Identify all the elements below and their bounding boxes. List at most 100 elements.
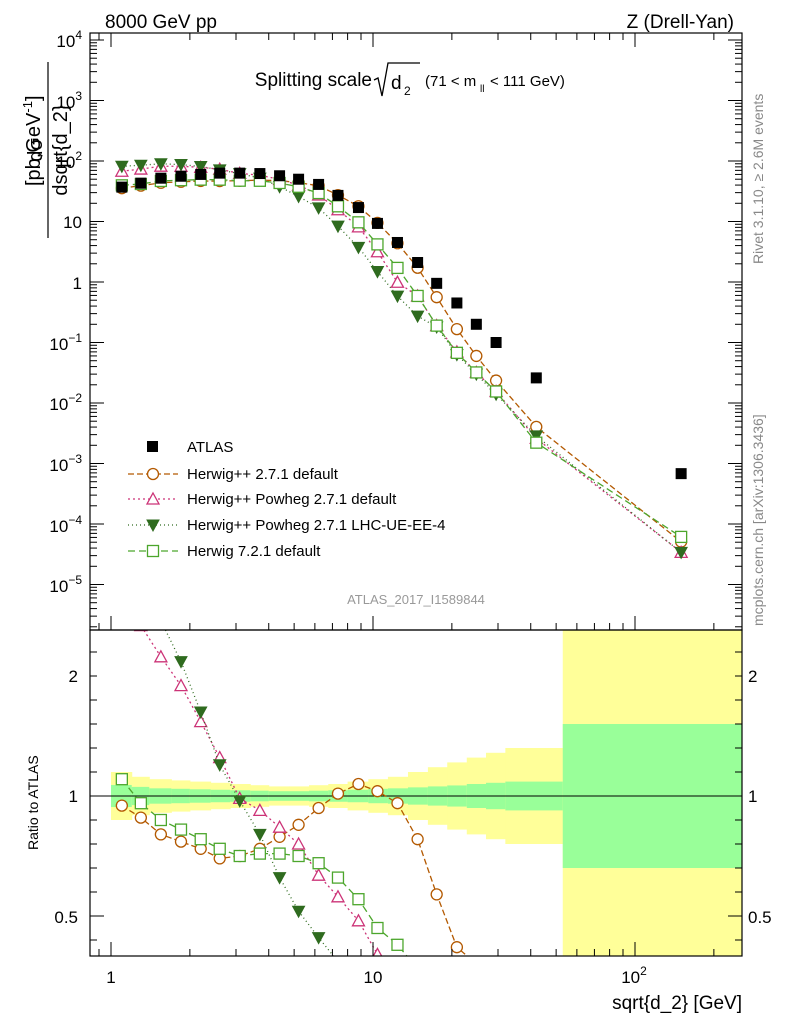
main-line-series-1: [121, 179, 682, 543]
ratio-point-s3-8: [272, 872, 287, 885]
ratio-point-s1-21: [676, 1013, 687, 1024]
legend-marker-herwig7: [146, 544, 160, 558]
main-point-atlas-8: [274, 170, 286, 182]
ratio-point-s2-4: [193, 714, 208, 728]
analysis-watermark: ATLAS_2017_I1589844: [347, 592, 485, 607]
ratio-line-series-2: [142, 630, 380, 956]
ratio-panel-series: [115, 501, 687, 1024]
main-point-s3-3: [174, 159, 188, 172]
main-point-atlas-9: [293, 173, 305, 185]
ratio-point-s4-18: [471, 992, 482, 1003]
main-point-s4-18: [470, 366, 483, 379]
main-point-atlas-18: [470, 318, 482, 330]
legend-label-powheg-ue: Herwig++ Powheg 2.7.1 LHC-UE-EE-4: [187, 517, 445, 534]
main-point-s4-16: [430, 319, 443, 332]
x-tick-100: 102: [621, 964, 647, 987]
main-point-s3-4: [193, 161, 208, 174]
main-point-atlas-10: [313, 178, 325, 190]
main-point-s4-13: [371, 238, 384, 251]
legend-marker-herwigpp-default: [146, 467, 160, 481]
ratio-point-s3-3: [174, 656, 188, 669]
ratio-point-s3-19: [490, 997, 502, 1008]
ratio-right-tick-2: 2: [748, 667, 757, 686]
ratio-point-s4-10: [312, 857, 325, 870]
ratio-point-s2-20: [530, 1006, 542, 1017]
main-point-atlas-14: [391, 236, 403, 248]
main-point-s4-15: [411, 289, 424, 303]
ratio-point-s2-16: [431, 982, 443, 993]
ratio-point-s1-11: [331, 787, 345, 800]
y-tick-1e-5: 10−5: [49, 573, 82, 596]
y-tick-1e-4: 10−4: [49, 513, 82, 536]
y-tick-1e1: 10: [63, 213, 82, 232]
main-point-s4-17: [450, 346, 464, 359]
ratio-point-s2-21: [675, 1018, 687, 1024]
ratio-point-s1-18: [471, 959, 482, 970]
ratio-point-s3-13: [371, 993, 383, 1004]
ratio-line-series-3: [164, 630, 335, 956]
legend-label-atlas: ATLAS: [187, 439, 233, 456]
ratio-point-s1-20: [531, 993, 542, 1004]
title-cut-post: < 111 GeV): [490, 73, 565, 90]
ratio-right-tick-0.5: 0.5: [748, 908, 772, 927]
legend-label-powheg-default: Herwig++ Powheg 2.7.1 default: [187, 491, 397, 508]
ratio-point-s1-10: [312, 801, 325, 815]
legend-item-powheg-ue: Herwig++ Powheg 2.7.1 LHC-UE-EE-4: [128, 517, 445, 534]
main-point-atlas-15: [412, 257, 424, 269]
main-point-s1-18: [470, 349, 483, 363]
ratio-point-s2-13: [372, 947, 383, 956]
y-tick-1e0: 1: [73, 274, 82, 293]
main-point-atlas-21: [675, 468, 687, 480]
ratio-point-s1-3: [174, 835, 188, 848]
ratio-point-s4-9: [292, 849, 305, 863]
ratio-point-s2-19: [490, 993, 502, 1004]
ratio-point-s1-2: [154, 828, 168, 841]
main-panel-frame: [89, 32, 743, 631]
main-point-s3-9: [291, 190, 306, 204]
ratio-point-s3-18: [470, 995, 482, 1006]
main-point-atlas-2: [155, 172, 167, 184]
ratio-point-s4-13: [371, 921, 384, 935]
main-point-s4-14: [391, 261, 404, 275]
ratio-point-s1-12: [352, 777, 365, 791]
ratio-right-tick-1: 1: [748, 787, 757, 806]
main-point-s3-14: [390, 290, 405, 304]
main-point-s1-16: [430, 291, 443, 304]
y-tick-1e-3: 10−3: [49, 452, 82, 475]
ratio-point-s4-12: [352, 893, 365, 906]
ratio-point-s1-19: [491, 974, 502, 985]
main-point-atlas-6: [234, 167, 246, 179]
y-axis-title: dσ dsqrt{d_2}: [25, 62, 72, 238]
ratio-point-s3-11: [332, 957, 344, 968]
ratio-point-s3-20: [530, 1005, 542, 1016]
y-axis-units: [pb,GeV-1]: [20, 95, 45, 186]
main-point-s1-17: [450, 322, 464, 336]
ratio-point-s3-9: [291, 905, 306, 919]
ratio-point-s1-8: [273, 830, 286, 843]
main-point-atlas-0: [116, 181, 128, 193]
ratio-point-s2-10: [311, 867, 326, 881]
x-tick-labels: 1 10 102: [106, 964, 647, 987]
ratio-y-tick-labels: 2 1 0.5 2 1 0.5: [54, 667, 771, 927]
ratio-point-s2-15: [412, 963, 424, 974]
main-point-atlas-5: [214, 167, 226, 179]
mcplots-label: mcplots.cern.ch [arXiv:1306.3436]: [750, 414, 766, 626]
ratio-point-s3-14: [391, 1000, 403, 1011]
ratio-point-s3-4: [193, 706, 208, 720]
ratio-point-s3-15: [412, 1000, 424, 1011]
ratio-point-s1-15: [411, 833, 424, 846]
ratio-point-s4-19: [491, 993, 502, 1004]
ratio-point-s4-14: [391, 938, 404, 951]
ratio-point-s2-18: [470, 992, 482, 1003]
main-point-s3-10: [311, 202, 326, 215]
ratio-line-series-1: [121, 783, 469, 956]
main-point-s3-20: [529, 430, 544, 443]
ratio-point-s2-17: [451, 993, 463, 1004]
main-point-s3-2: [154, 158, 168, 171]
ratio-point-s2-0: [116, 591, 128, 602]
ratio-point-s4-7: [253, 847, 267, 860]
ratio-point-s3-0: [116, 501, 128, 512]
ratio-panel-frame: [89, 629, 743, 957]
main-point-atlas-7: [254, 168, 266, 180]
main-panel-series: [114, 158, 689, 560]
